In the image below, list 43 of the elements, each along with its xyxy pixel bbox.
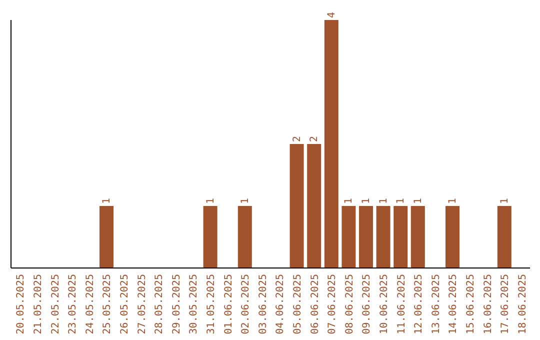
- x-tick-label: 09.06.2025: [362, 274, 373, 334]
- x-tick-label: 22.05.2025: [50, 274, 62, 334]
- x-tick-label: 15.06.2025: [465, 274, 476, 334]
- x-tick-label: 23.05.2025: [68, 274, 79, 334]
- x-tick-label: 20.05.2025: [16, 274, 27, 334]
- x-tick-label: 26.05.2025: [119, 274, 130, 334]
- x-tick-label: 01.06.2025: [223, 274, 234, 334]
- x-tick-label: 12.06.2025: [414, 274, 425, 334]
- data-label: 1: [396, 198, 407, 204]
- data-label: 1: [344, 198, 355, 204]
- x-tick-label: 28.05.2025: [154, 274, 166, 334]
- x-tick-label: 07.06.2025: [327, 274, 338, 334]
- x-tick-label: 11.06.2025: [396, 274, 408, 334]
- data-label: 1: [240, 198, 251, 204]
- x-tick-label: 02.06.2025: [240, 274, 252, 334]
- x-tick-label: 10.06.2025: [378, 274, 390, 334]
- data-label: 2: [292, 136, 303, 142]
- x-tick-label: 05.06.2025: [292, 274, 304, 334]
- data-label: 2: [309, 136, 320, 142]
- x-tick-label: 06.06.2025: [310, 274, 321, 334]
- x-tick-label: 24.05.2025: [84, 274, 96, 334]
- data-label: 1: [412, 198, 424, 204]
- x-tick-label: 04.06.2025: [275, 274, 286, 334]
- x-tick-label: 29.05.2025: [171, 274, 182, 334]
- data-label: 1: [499, 198, 510, 204]
- x-tick-label: 25.05.2025: [102, 274, 114, 334]
- data-label: 1: [102, 198, 112, 204]
- x-tick-label: 16.06.2025: [482, 274, 494, 334]
- data-label: 4: [326, 12, 338, 18]
- x-tick-label: 13.06.2025: [430, 274, 442, 334]
- x-tick-label: 08.06.2025: [344, 274, 356, 334]
- x-tick-label: 03.06.2025: [258, 274, 269, 334]
- x-tick-label: 17.06.2025: [500, 274, 512, 334]
- data-label: 1: [448, 198, 458, 204]
- x-tick-label: 14.06.2025: [448, 274, 460, 334]
- x-tick-label: 21.05.2025: [32, 274, 44, 334]
- data-label: 1: [361, 198, 372, 204]
- x-tick-label: 18.06.2025: [517, 274, 528, 334]
- x-tick-label: 27.05.2025: [136, 274, 148, 334]
- data-label: 1: [378, 198, 390, 204]
- x-tick-label: 31.05.2025: [206, 274, 217, 334]
- x-tick-label: 30.05.2025: [188, 274, 200, 334]
- data-label: 1: [205, 198, 216, 204]
